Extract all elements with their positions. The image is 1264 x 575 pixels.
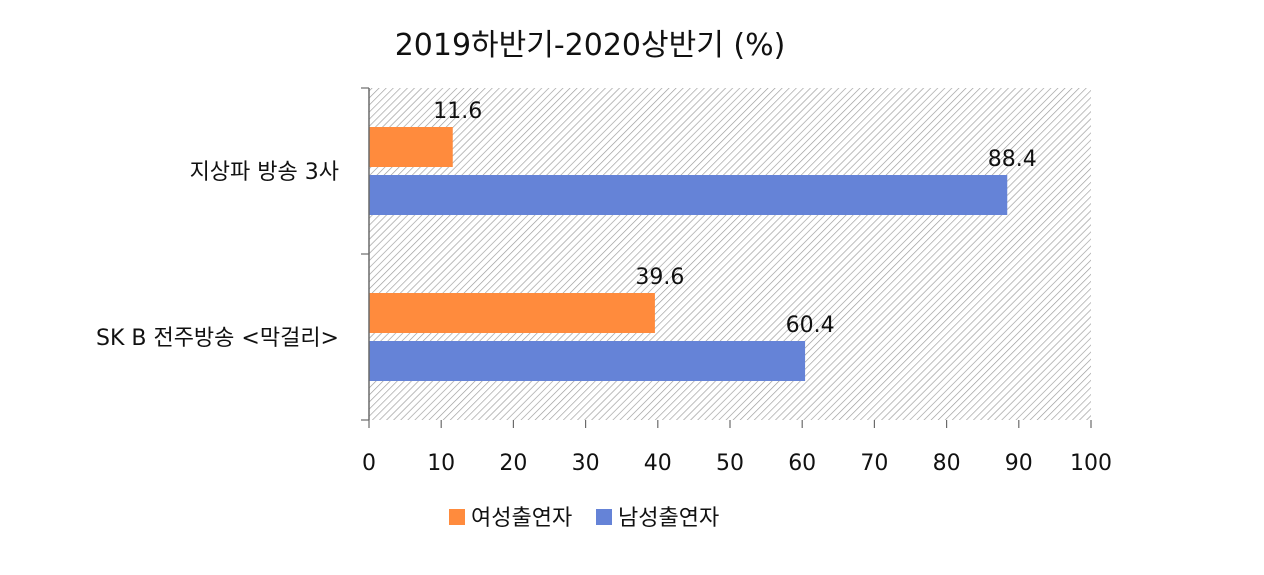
x-tick-label: 10 bbox=[427, 451, 455, 476]
x-tick-label: 20 bbox=[499, 451, 527, 476]
legend-label: 여성출연자 bbox=[471, 506, 572, 531]
legend-swatch bbox=[449, 509, 465, 525]
legend: 여성출연자 남성출연자 bbox=[449, 506, 719, 531]
legend-swatch bbox=[596, 509, 612, 525]
x-tick-label: 0 bbox=[362, 451, 376, 476]
data-label: 88.4 bbox=[988, 147, 1037, 172]
data-label: 39.6 bbox=[635, 265, 684, 290]
data-label: 60.4 bbox=[786, 313, 835, 338]
x-tick-label: 40 bbox=[644, 451, 672, 476]
x-tick-label: 70 bbox=[860, 451, 888, 476]
category-label: 지상파 방송 3사 bbox=[190, 160, 339, 185]
x-tick-label: 60 bbox=[788, 451, 816, 476]
bar bbox=[369, 127, 453, 167]
bar bbox=[369, 293, 655, 333]
x-tick-label: 80 bbox=[933, 451, 961, 476]
legend-label: 남성출연자 bbox=[618, 506, 719, 531]
x-tick-label: 50 bbox=[716, 451, 744, 476]
x-tick-label: 30 bbox=[572, 451, 600, 476]
x-tick-label: 90 bbox=[1005, 451, 1033, 476]
chart-title: 2019하반기-2020상반기 (%) bbox=[395, 28, 786, 63]
bar bbox=[369, 175, 1008, 215]
bar bbox=[369, 341, 806, 381]
category-label: SK B 전주방송 <막걸리> bbox=[96, 326, 339, 351]
axis-layer: 0 10 20 30 40 50 60 70 80 90 100 지상파 방송 3사 SK B 전주방송… bbox=[96, 87, 1112, 476]
x-tick-label: 100 bbox=[1070, 451, 1112, 476]
data-labels-layer: 11.6 88.4 39.6 60.4 bbox=[433, 99, 1036, 338]
data-label: 11.6 bbox=[433, 99, 482, 124]
bars-layer bbox=[369, 127, 1008, 381]
